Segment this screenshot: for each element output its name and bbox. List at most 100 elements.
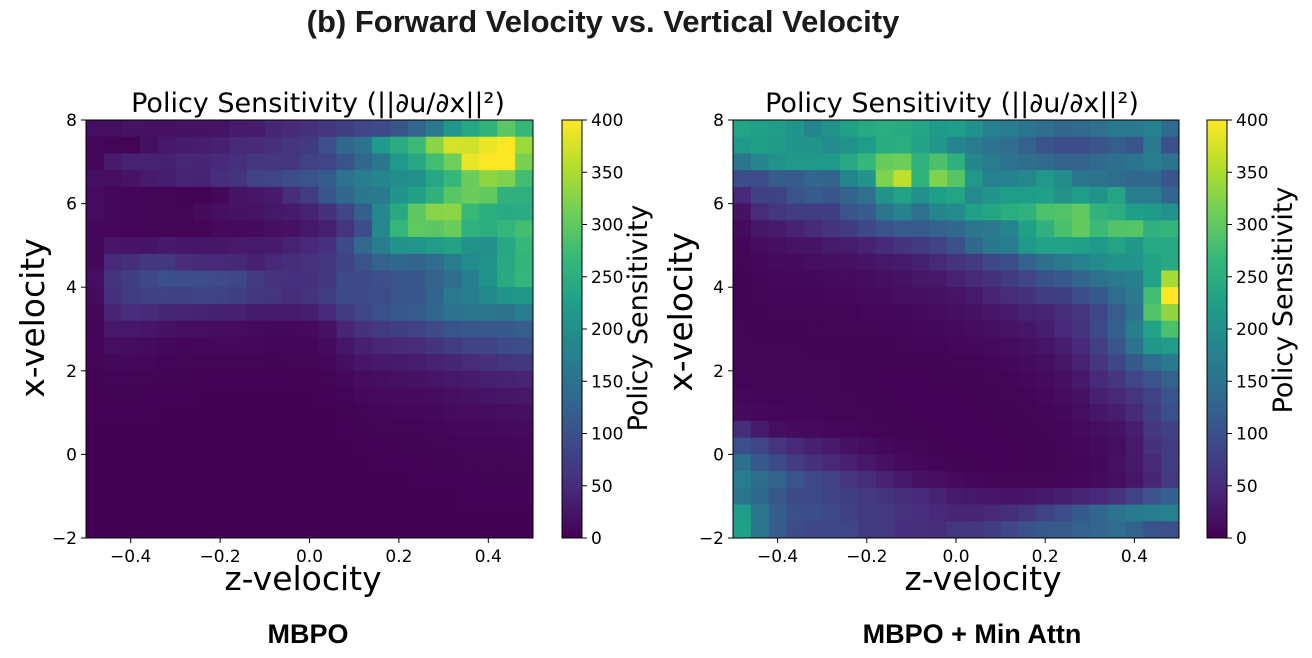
heatmap-cell xyxy=(804,354,823,372)
heatmap-cell xyxy=(768,487,787,505)
heatmap-cell xyxy=(929,270,948,288)
heatmap-cell xyxy=(768,320,787,338)
heatmap-cell xyxy=(461,120,480,138)
heatmap-cell xyxy=(1089,354,1109,372)
heatmap-cell xyxy=(750,504,770,522)
heatmap-cell xyxy=(139,471,158,489)
heatmap-cell xyxy=(750,153,770,171)
heatmap-cell xyxy=(443,170,462,188)
heatmap-cell xyxy=(121,320,141,338)
heatmap-cell xyxy=(893,404,912,422)
heatmap-cell xyxy=(1089,253,1109,271)
heatmap-cell xyxy=(407,320,427,338)
heatmap-cell xyxy=(947,153,966,171)
heatmap-cell xyxy=(929,521,948,539)
heatmap-cell xyxy=(461,420,480,439)
heatmap-cell xyxy=(193,270,212,288)
heatmap-cell xyxy=(461,270,480,288)
heatmap-cell xyxy=(407,203,427,221)
heatmap-cell xyxy=(425,387,444,405)
heatmap-cell xyxy=(750,454,770,472)
heatmap-cell xyxy=(1161,437,1180,455)
heatmap-cell xyxy=(875,504,894,522)
heatmap-cell xyxy=(354,387,373,405)
heatmap-cell xyxy=(479,370,498,388)
heatmap-cell xyxy=(964,136,984,154)
heatmap-cell xyxy=(86,203,105,221)
heatmap-cell xyxy=(229,437,248,455)
heatmap-cell xyxy=(893,120,912,138)
heatmap-cell xyxy=(786,237,805,255)
heatmap-cell xyxy=(982,120,1001,138)
heatmap-cell xyxy=(840,354,859,372)
heatmap-cell xyxy=(103,120,123,138)
heatmap-cell xyxy=(86,337,105,355)
heatmap-cell xyxy=(1036,287,1055,305)
heatmap-cell xyxy=(139,387,158,405)
heatmap-cell xyxy=(497,387,516,405)
heatmap-cell xyxy=(840,420,859,439)
heatmap-cell xyxy=(211,237,230,255)
heatmap-cell xyxy=(443,370,462,388)
heatmap-cell xyxy=(282,487,301,505)
heatmap-cell xyxy=(282,420,301,439)
heatmap-cell xyxy=(264,136,284,154)
heatmap-cell xyxy=(786,337,805,355)
heatmap-cell xyxy=(750,270,770,288)
heatmap-cell xyxy=(515,287,534,305)
heatmap-cell xyxy=(964,354,984,372)
heatmap-cell xyxy=(822,320,841,338)
colorbar-label: Policy Sensitivity xyxy=(1268,187,1299,414)
heatmap-cell xyxy=(1089,471,1109,489)
heatmap-cell xyxy=(407,303,427,322)
heatmap-cell xyxy=(768,471,787,489)
heatmap-cell xyxy=(139,270,158,288)
heatmap-cell xyxy=(1071,504,1091,522)
heatmap-cell xyxy=(1143,303,1162,322)
heatmap-cell xyxy=(893,420,912,439)
heatmap-cell xyxy=(929,136,948,154)
heatmap-cell xyxy=(875,220,894,238)
heatmap-cell xyxy=(425,487,444,505)
heatmap-cell xyxy=(1143,354,1162,372)
heatmap-cell xyxy=(175,237,194,255)
heatmap-cell xyxy=(1143,504,1162,522)
heatmap-cell xyxy=(1089,437,1109,455)
heatmap-cell xyxy=(318,487,337,505)
heatmap-cell xyxy=(804,320,823,338)
heatmap-cell xyxy=(1089,136,1109,154)
heatmap-cell xyxy=(193,521,212,539)
heatmap-cell xyxy=(1054,287,1073,305)
heatmap-cell xyxy=(461,504,480,522)
heatmap-cell xyxy=(300,253,319,271)
heatmap-cell xyxy=(211,320,230,338)
heatmap-cell xyxy=(857,471,877,489)
x-tick-label: 0.2 xyxy=(385,547,412,567)
heatmap-cell xyxy=(407,186,427,204)
heatmap-cell xyxy=(1089,186,1109,204)
heatmap-cell xyxy=(354,487,373,505)
heatmap-cell xyxy=(86,437,105,455)
heatmap-cell xyxy=(804,170,823,188)
heatmap-cell xyxy=(929,337,948,355)
heatmap-cell xyxy=(964,370,984,388)
heatmap-cell xyxy=(193,320,212,338)
heatmap-cell xyxy=(804,521,823,539)
heatmap-cell xyxy=(211,437,230,455)
heatmap-cell xyxy=(497,287,516,305)
heatmap-cell xyxy=(1107,404,1126,422)
heatmap-cell xyxy=(157,370,176,388)
heatmap-cell xyxy=(1000,387,1019,405)
colorbar-tick-label: 250 xyxy=(1236,268,1268,288)
colorbar-tick-label: 0 xyxy=(591,529,602,549)
heatmap-cell xyxy=(768,354,787,372)
heatmap-cell xyxy=(300,487,319,505)
heatmap-cell xyxy=(822,220,841,238)
heatmap-cell xyxy=(893,387,912,405)
heatmap-cell xyxy=(947,487,966,505)
heatmap-cell xyxy=(318,287,337,305)
heatmap-cell xyxy=(964,303,984,322)
heatmap-cell xyxy=(86,136,105,154)
heatmap-cell xyxy=(157,437,176,455)
heatmap-cell xyxy=(86,237,105,255)
